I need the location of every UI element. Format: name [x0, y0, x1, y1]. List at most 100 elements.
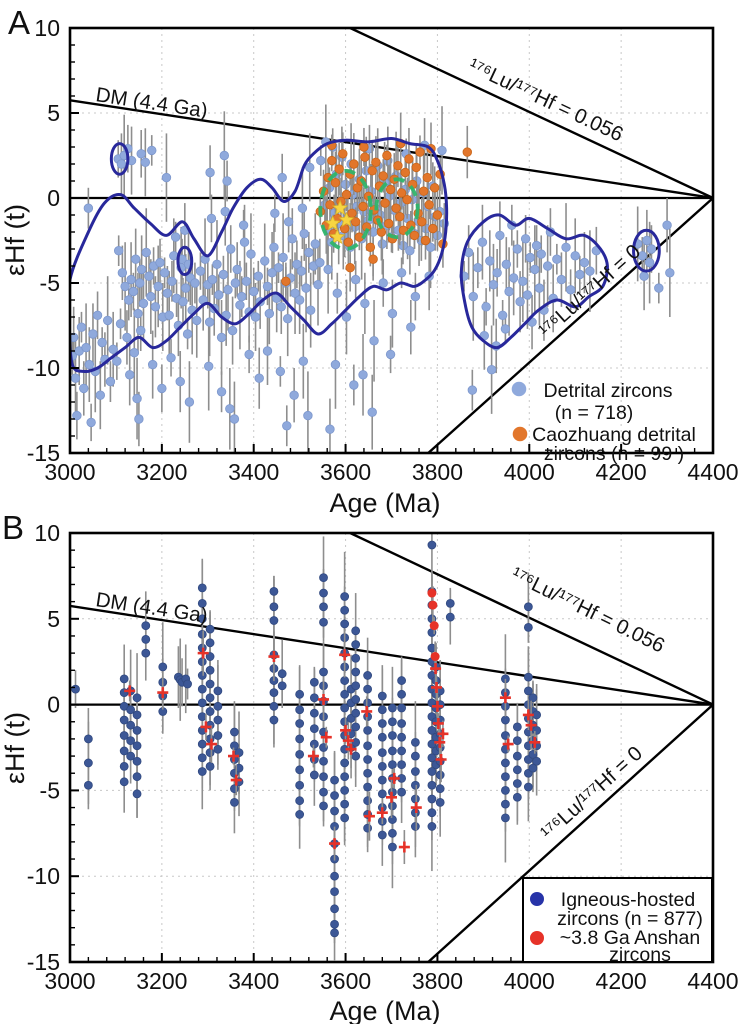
scatter-point-igneous — [351, 653, 361, 663]
scatter-point-igneous — [309, 708, 319, 718]
scatter-point-igneous — [512, 736, 522, 746]
scatter-point-igneous — [501, 786, 510, 795]
scatter-point-detrital — [313, 280, 323, 290]
scatter-point-detrital — [305, 162, 315, 173]
scatter-point-caozhuang — [367, 166, 377, 176]
y-tick-label: 0 — [47, 185, 60, 211]
scatter-point-igneous — [377, 691, 387, 701]
scatter-point-detrital — [136, 264, 147, 275]
scatter-point-igneous — [363, 725, 373, 735]
scatter-point-igneous — [523, 622, 533, 632]
scatter-point-igneous — [397, 787, 407, 797]
scatter-point-igneous — [397, 760, 407, 770]
scatter-point-igneous — [377, 775, 387, 785]
scatter-point-detrital — [515, 297, 525, 307]
scatter-point-detrital — [294, 295, 305, 305]
scatter-point-caozhuang — [325, 200, 335, 210]
scatter-point-detrital — [575, 269, 585, 280]
panel-a-x-axis-title: Age (Ma) — [329, 488, 440, 518]
scatter-point-detrital — [144, 271, 154, 281]
scatter-point-detrital — [88, 329, 98, 339]
scatter-point-igneous — [340, 605, 350, 615]
scatter-point-detrital — [120, 281, 130, 292]
scatter-point-detrital — [129, 348, 140, 358]
scatter-point-caozhuang — [384, 218, 394, 229]
scatter-point-detrital — [138, 298, 149, 309]
scatter-point-caozhuang — [393, 160, 403, 171]
scatter-point-detrital — [249, 286, 259, 297]
scatter-point-detrital — [125, 370, 135, 380]
scatter-point-detrital — [113, 245, 124, 256]
scatter-point-detrital — [501, 259, 512, 270]
scatter-point-igneous — [269, 701, 279, 711]
scatter-point-caozhuang — [343, 237, 354, 247]
scatter-point-detrital — [508, 273, 519, 283]
scatter-point-detrital — [254, 373, 264, 383]
legend-box — [522, 877, 713, 963]
scatter-cross-anshan — [339, 649, 351, 661]
scatter-point-caozhuang — [349, 159, 359, 169]
scatter-point-detrital — [150, 302, 161, 312]
scatter-point-igneous — [319, 756, 328, 766]
scatter-point-detrital — [269, 242, 279, 253]
scatter-point-igneous — [528, 763, 538, 773]
scatter-point-detrital — [166, 353, 176, 363]
scatter-point-detrital — [235, 300, 245, 310]
legend-label-anshan-line1: ~3.8 Ga Anshan — [560, 927, 700, 949]
scatter-point-igneous — [330, 887, 339, 897]
scatter-point-igneous — [119, 777, 129, 787]
panel-b-label: B — [2, 509, 24, 546]
y-tick-label: -5 — [40, 777, 60, 803]
scatter-point-caozhuang — [415, 147, 425, 157]
scatter-point-igneous — [330, 928, 339, 938]
panel-b-plot — [70, 533, 713, 962]
scatter-point-highlighted — [338, 211, 355, 228]
scatter-point-detrital — [190, 278, 200, 288]
scatter-point-detrital — [146, 291, 156, 302]
plot-border — [68, 531, 715, 964]
scatter-point-igneous — [197, 671, 207, 680]
scatter-point-igneous — [126, 751, 136, 761]
scatter-point-caozhuang — [428, 223, 438, 234]
scatter-point-igneous — [340, 619, 350, 629]
scatter-point-detrital — [367, 407, 377, 417]
scatter-point-igneous — [197, 657, 207, 667]
scatter-point-detrital — [542, 261, 553, 271]
scatter-point-igneous — [330, 791, 339, 800]
scatter-point-igneous — [340, 786, 350, 795]
scatter-point-caozhuang — [368, 254, 378, 264]
scatter-point-igneous — [205, 652, 215, 661]
legend-label-caozhuang-line2: zircons (n = 99 ) — [544, 443, 684, 465]
scatter-point-detrital — [222, 176, 232, 186]
scatter-point-detrital — [644, 257, 655, 268]
scatter-point-igneous — [427, 540, 437, 550]
scatter-point-igneous — [213, 715, 223, 725]
scatter-point-detrital — [278, 252, 288, 263]
scatter-point-igneous — [427, 780, 437, 790]
scatter-point-detrital — [410, 291, 421, 302]
scatter-point-detrital — [134, 414, 144, 424]
scatter-point-detrital — [124, 295, 134, 305]
scatter-point-detrital — [212, 259, 222, 270]
scatter-point-igneous — [319, 772, 328, 782]
y-tick-label: 10 — [34, 15, 60, 41]
scatter-point-detrital — [117, 268, 128, 278]
scatter-point-detrital — [223, 285, 233, 295]
scatter-point-detrital — [283, 217, 294, 227]
scatter-point-igneous — [205, 761, 215, 771]
scatter-point-detrital — [264, 308, 275, 319]
scatter-point-caozhuang — [330, 177, 341, 188]
scatter-point-igneous — [410, 767, 420, 776]
scatter-point-igneous — [197, 583, 207, 593]
scatter-point-caozhuang — [418, 186, 429, 196]
scatter-point-igneous — [388, 828, 397, 838]
scatter-point-igneous — [230, 798, 239, 807]
scatter-point-detrital — [292, 259, 302, 270]
scatter-point-detrital — [108, 344, 118, 355]
scatter-point-caozhuang — [424, 200, 434, 210]
scatter-point-caozhuang — [395, 211, 405, 222]
scatter-point-igneous — [397, 689, 407, 699]
x-tick-label: 3600 — [320, 459, 371, 485]
y-tick-label: 0 — [47, 692, 60, 718]
